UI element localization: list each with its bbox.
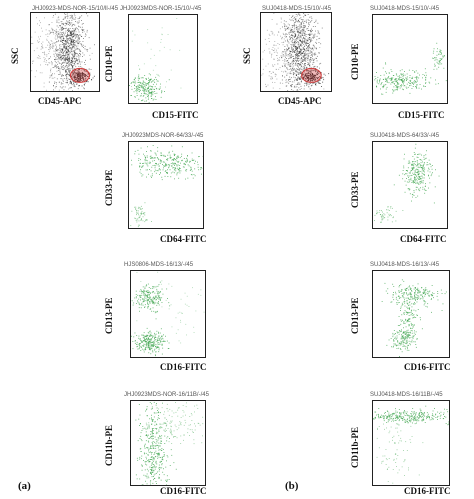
x-axis-label: CD15-FITC <box>152 110 199 120</box>
y-axis-label: SSC <box>242 47 252 64</box>
dot-plot <box>381 279 447 357</box>
panel-title: JHJ0923-MDS-NOR-15/10/ll-/45 <box>32 6 119 12</box>
plot-area <box>30 12 100 92</box>
plot-area <box>130 270 206 358</box>
x-axis-label: CD64-FITC <box>400 234 447 244</box>
panel-title: JHJ0923MDS-NOR-16/11B/-/45 <box>124 392 209 398</box>
dot-plot <box>130 145 203 228</box>
panel-title: JHJ0923MDS-NOR-64/33/-/45 <box>122 133 204 139</box>
plot-area <box>128 14 198 104</box>
panel-title: SUJ0418-MDS-16/13/-/45 <box>370 262 440 268</box>
panel-title: SUJ0418-MDS-15/10/-/45 <box>262 6 332 12</box>
y-axis-label: CD11b-PE <box>350 426 360 468</box>
dot-plot <box>374 143 440 223</box>
panel-title: HJS0806-MDS-16/13/-/45 <box>124 262 194 268</box>
x-axis-label: CD16-FITC <box>160 362 207 372</box>
dot-plot <box>374 42 447 95</box>
dot-plot <box>135 401 204 485</box>
x-axis-label: CD45-APC <box>278 96 322 106</box>
dot-plot <box>261 13 330 91</box>
plot-area <box>372 14 448 104</box>
y-axis-label: CD13-PE <box>104 297 114 335</box>
dot-plot <box>131 271 205 357</box>
plot-area <box>128 141 204 229</box>
x-axis-label: CD16-FITC <box>404 362 451 372</box>
y-axis-label: CD33-PE <box>350 171 360 209</box>
y-axis-label: CD10-PE <box>350 43 360 81</box>
plot-area <box>130 400 206 486</box>
plot-area <box>372 141 448 229</box>
figure-label-a: (a) <box>18 480 31 492</box>
y-axis-label: SSC <box>10 47 20 64</box>
y-axis-label: CD11b-PE <box>104 424 114 466</box>
y-axis-label: CD13-PE <box>350 297 360 335</box>
x-axis-label: CD64-FITC <box>160 234 207 244</box>
plot-area <box>260 12 332 92</box>
dot-plot <box>373 405 449 484</box>
figure-label-b: (b) <box>285 480 299 492</box>
x-axis-label: CD16-FITC <box>404 486 451 496</box>
panel-title: JHJ0923MDS-NOR-15/10/-/45 <box>120 6 202 12</box>
x-axis-label: CD15-FITC <box>398 110 445 120</box>
y-axis-label: CD33-PE <box>104 169 114 207</box>
x-axis-label: CD16-FITC <box>160 486 207 496</box>
dot-plot <box>31 13 95 91</box>
plot-area <box>372 270 450 358</box>
y-axis-label: CD10-PE <box>104 45 114 83</box>
dot-plot <box>129 18 182 103</box>
panel-title: SUJ0418-MDS-64/33/-/45 <box>370 133 440 139</box>
panel-title: SUJ0418-MDS-16/11B/-/45 <box>370 392 443 398</box>
panel-title: SUJ0418-MDS-15/10/-/45 <box>370 6 440 12</box>
x-axis-label: CD45-APC <box>38 96 82 106</box>
plot-area <box>372 400 450 486</box>
